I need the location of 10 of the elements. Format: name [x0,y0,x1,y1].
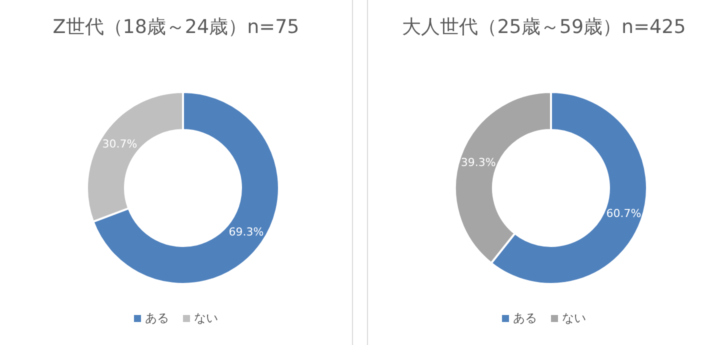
legend-label: ない [194,310,218,327]
chart-title: 大人世代（25歳～59歳）n=425 [401,15,687,40]
legend-label: ある [145,310,169,327]
data-label: 39.3% [460,156,496,170]
chart-title: Z世代（18歳～24歳）n=75 [52,15,300,40]
data-label: 69.3% [228,225,264,238]
legend-label: ある [513,310,537,327]
data-label: 30.7% [102,138,138,151]
legend-label: ない [562,310,586,327]
data-label: 60.7% [606,206,642,220]
